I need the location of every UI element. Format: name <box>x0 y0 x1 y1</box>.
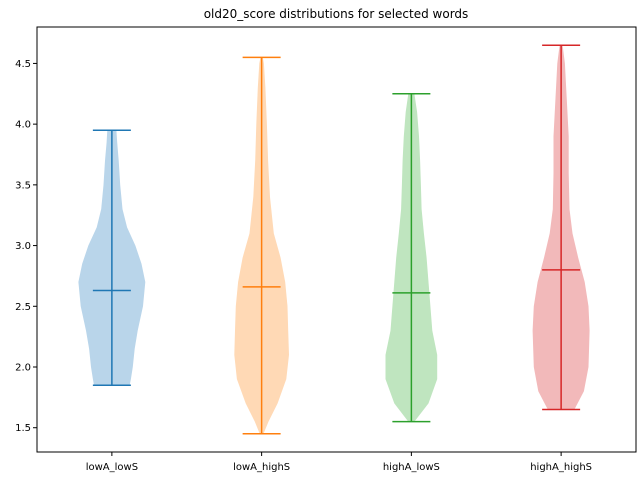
y-tick-label: 2.5 <box>15 302 31 313</box>
y-tick-label: 4.0 <box>15 120 31 131</box>
plot-frame <box>36 26 637 453</box>
y-tick-label: 3.0 <box>15 241 31 252</box>
chart-title: old20_score distributions for selected w… <box>204 7 469 21</box>
y-axis: 1.5 2.0 2.5 3.0 3.5 4.0 4.5 <box>15 59 37 434</box>
x-tick-label: lowA_highS <box>233 462 290 473</box>
x-axis: lowA_lowS lowA_highS highA_lowS highA_highS <box>86 452 592 473</box>
y-tick-label: 3.5 <box>15 180 31 191</box>
violin-highA_lowS <box>385 93 438 423</box>
y-tick-label: 2.0 <box>15 363 31 374</box>
x-tick-label: highA_lowS <box>383 462 440 473</box>
violin-lowA_highS <box>234 56 289 435</box>
y-tick-label: 1.5 <box>15 423 31 434</box>
x-tick-label: lowA_lowS <box>86 462 138 473</box>
y-tick-label: 4.5 <box>15 59 31 70</box>
violin-highA_highS <box>532 44 590 411</box>
x-tick-label: highA_highS <box>530 462 592 473</box>
violin-lowA_lowS <box>78 129 146 386</box>
violin-group <box>78 44 590 435</box>
